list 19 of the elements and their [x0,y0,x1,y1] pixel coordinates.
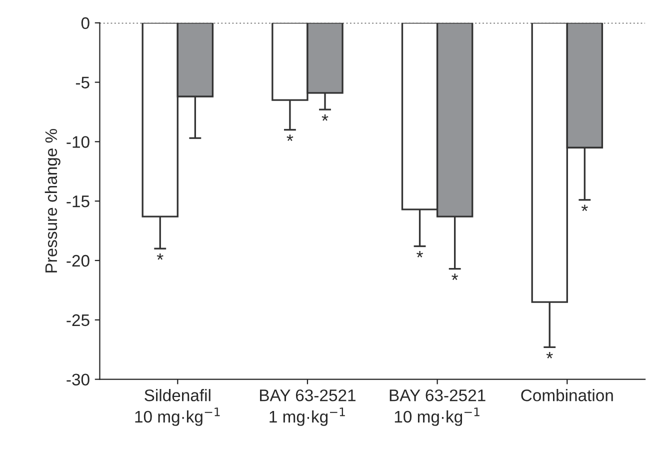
x-tick-label: BAY 63-2521 1 mg·kg$^{−1}$ [260,389,356,426]
data-label: * [546,352,553,358]
x-tick-label: BAY 63-2521 10 mg·kg$^{−1}$ [390,389,486,426]
data-label: * [286,134,294,141]
data-label: * [452,274,458,280]
data-label: * [156,253,164,260]
y-axis-title: Pressure change % [44,128,60,272]
x-tick-label: Combination [521,389,613,402]
x-tick-label: Sildenafil 10 mg·kg$^{−1}$ [135,389,220,426]
y-tick-label: -20 [66,254,90,267]
y-tick-label: -30 [66,374,90,386]
y-tick-label: -15 [66,196,90,208]
data-label: * [581,204,588,212]
data-label: * [322,114,328,121]
y-tick-label: -5 [76,76,90,88]
y-tick-label: 0 [81,17,90,30]
y-tick-label: -10 [66,136,90,148]
y-tick-label: -25 [66,314,90,326]
data-label: * [416,251,424,258]
